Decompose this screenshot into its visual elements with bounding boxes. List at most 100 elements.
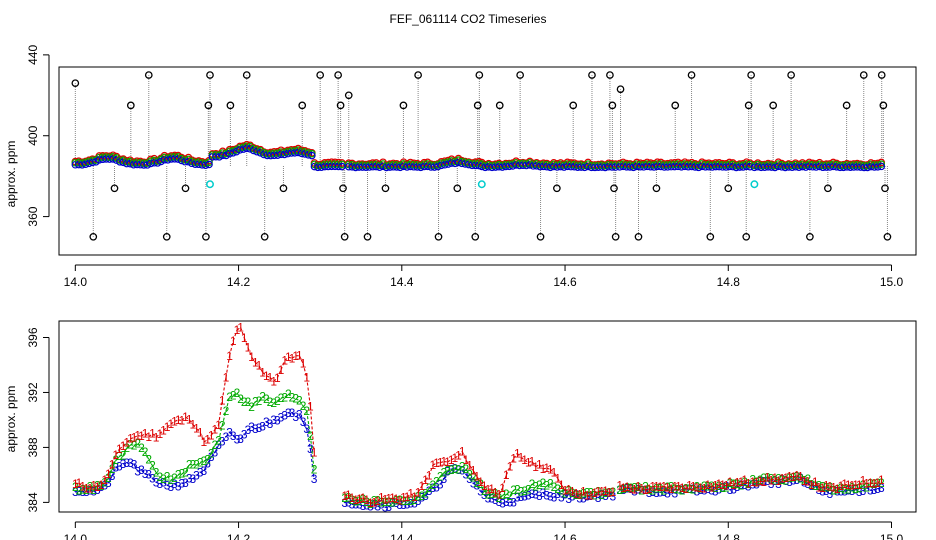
series-3-dash — [97, 486, 102, 491]
series-2-dash — [601, 492, 606, 496]
series-3-dash — [130, 462, 135, 465]
series-2-dash — [258, 396, 264, 402]
bottom-plot-frame — [58, 320, 917, 513]
series-2-dash — [579, 493, 584, 496]
series-1-dash — [870, 482, 875, 485]
series-3-dash — [199, 470, 205, 474]
spike-marker — [399, 101, 408, 110]
series-1-dash — [637, 486, 642, 489]
blue-series-point — [205, 160, 213, 169]
series-3-dash — [262, 421, 267, 427]
series-1-marker: 1 — [745, 476, 752, 490]
series-3-dash — [855, 488, 860, 493]
series-3-dash — [785, 480, 790, 483]
series-1-dash — [240, 327, 245, 339]
series-3-dash — [421, 495, 426, 499]
series-3-dash — [373, 504, 379, 508]
series-3-dash — [711, 489, 716, 493]
series-2-dash — [714, 485, 720, 489]
series-2-dash — [531, 483, 536, 487]
series-3-dash — [443, 471, 449, 480]
series-3-dash — [133, 464, 139, 472]
top-x-tick-label: 14.0 — [64, 275, 88, 289]
series-3-dash — [494, 499, 500, 503]
series-3-dash — [674, 489, 679, 494]
series-1-dash — [432, 462, 437, 466]
spike-marker — [453, 184, 462, 193]
series-1-dash — [619, 484, 624, 489]
spike-marker — [610, 184, 618, 193]
series-1-dash — [663, 485, 668, 489]
series-2-dash — [796, 475, 801, 479]
series-1-dash — [93, 484, 98, 488]
series-1-dash — [428, 465, 434, 476]
series-1-dash — [502, 474, 507, 489]
series-3-dash — [844, 489, 849, 492]
series-3-dash — [104, 482, 109, 487]
series-1-dash — [715, 483, 720, 486]
series-2-dash — [280, 396, 285, 399]
series-1-dash — [546, 467, 551, 470]
series-1-dash — [601, 490, 606, 493]
series-1-dash — [229, 340, 234, 356]
series-2-dash — [752, 478, 757, 483]
series-2-dash — [641, 486, 646, 491]
series-3-dash — [225, 432, 231, 438]
series-1-dash — [796, 475, 801, 478]
spike-marker — [89, 232, 98, 241]
series-3-dash — [100, 485, 105, 488]
spike-marker — [516, 71, 524, 79]
series-2-dash — [225, 396, 231, 412]
series-3-dash — [425, 490, 430, 497]
green-series-point — [877, 160, 886, 168]
series-1-dash — [133, 435, 139, 439]
series-2-dash — [151, 465, 157, 473]
series-3-dash — [737, 484, 742, 488]
series-1-dash — [75, 482, 80, 485]
series-3-dash — [807, 483, 812, 487]
series-1-dash — [557, 478, 562, 486]
series-1-dash — [454, 455, 459, 459]
series-3-dash — [564, 494, 570, 500]
series-3-dash — [302, 421, 308, 430]
series-3-marker: 3 — [382, 500, 389, 514]
series-2-dash — [527, 483, 533, 490]
spike-marker — [824, 184, 832, 193]
series-2-dash — [306, 411, 311, 436]
series-1-dash — [302, 363, 308, 378]
series-1-dash — [251, 356, 256, 363]
series-1-dash — [247, 347, 253, 358]
series-1-marker: 1 — [878, 473, 885, 487]
series-2-dash — [652, 488, 657, 491]
series-3-dash — [141, 469, 146, 475]
bottom-y-tick-label: 396 — [26, 327, 40, 347]
series-2-dash — [155, 472, 161, 478]
series-1-dash — [814, 481, 820, 488]
series-1-dash — [509, 458, 515, 467]
series-1-dash — [421, 479, 426, 487]
series-1-dash — [789, 475, 794, 478]
series-2-dash — [196, 461, 201, 466]
series-3-dash — [155, 481, 161, 485]
series-1-dash — [667, 487, 672, 490]
series-3-dash — [542, 492, 547, 497]
series-3-dash — [207, 456, 212, 464]
series-2-dash — [210, 444, 216, 454]
series-2-dash — [436, 476, 441, 482]
series-3-dash — [553, 493, 559, 498]
series-1-dash — [181, 416, 186, 421]
series-1-dash — [236, 326, 241, 331]
series-3-marker: 3 — [878, 481, 885, 495]
series-1-dash — [711, 484, 716, 488]
spike-marker — [569, 101, 578, 110]
bottom-x-tick-label: 14.6 — [553, 532, 577, 540]
series-1-dash — [141, 433, 146, 437]
spike-marker — [495, 101, 504, 110]
series-3-dash — [381, 504, 386, 508]
series-3-dash — [491, 497, 496, 501]
series-3-dash — [866, 487, 871, 491]
series-2-dash — [461, 465, 467, 470]
blue-series-point — [308, 151, 316, 160]
series-2-dash — [207, 453, 212, 460]
series-1-dash — [425, 475, 430, 481]
